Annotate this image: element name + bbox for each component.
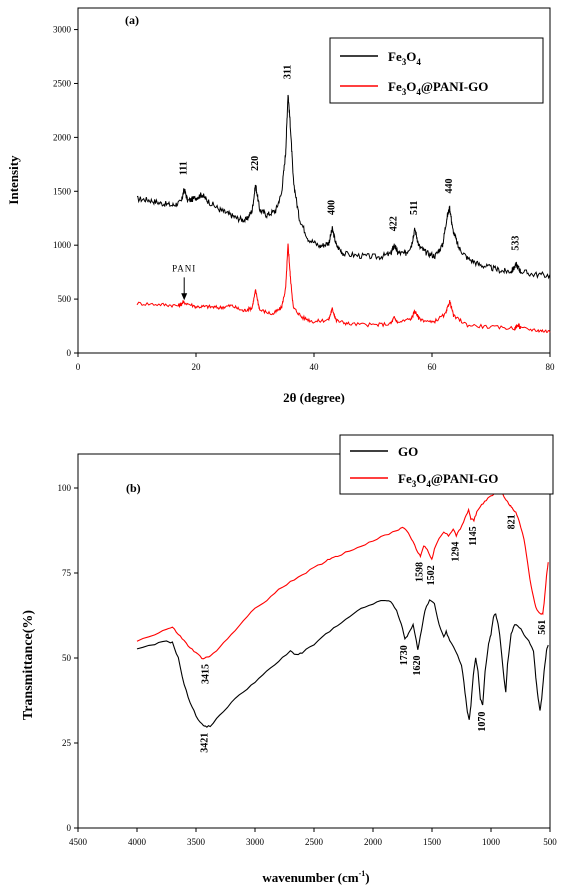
xrd-chart-panel: 0 500 1000 1500 2000 2500 3000 0 20 40 60 80 111 22…	[6, 7, 555, 405]
ftir-series-line	[136, 489, 549, 660]
ftir-y-tick-label: 75	[62, 568, 72, 578]
xrd-y-tick-label: 0	[67, 348, 72, 358]
xrd-x-tick-label: 80	[546, 362, 556, 372]
ftir-plot-frame	[77, 453, 551, 829]
xrd-x-tick-label: 20	[192, 362, 202, 372]
xrd-peak-label: 220	[250, 156, 261, 171]
ftir-panel-label: (b)	[126, 481, 141, 495]
xrd-y-tick-label: 1000	[53, 240, 72, 250]
ftir-legend-item-label: GO	[398, 444, 418, 459]
ftir-x-title-main: wavenumber (cm	[262, 870, 358, 885]
ftir-x-tick-label: 1000	[482, 837, 501, 847]
xrd-series-lines	[136, 94, 551, 333]
ftir-y-tick-label: 50	[62, 653, 72, 663]
ftir-x-tick-label: 500	[543, 837, 557, 847]
ftir-legend-item-label: Fe3O4@PANI-GO	[398, 471, 498, 489]
xrd-legend-item-label: Fe3O4	[388, 49, 421, 67]
xrd-peak-label: 400	[327, 200, 338, 215]
xrd-arrow-head	[181, 293, 188, 301]
ftir-series-lines	[136, 489, 549, 728]
xrd-panel-label: (a)	[125, 13, 139, 27]
xrd-legend-item-label: Fe3O4@PANI-GO	[388, 79, 488, 97]
xrd-x-tick-label: 40	[310, 362, 320, 372]
xrd-peak-label: 440	[444, 178, 455, 193]
xrd-y-tick-label: 3000	[53, 25, 72, 35]
xrd-y-tick-label: 1500	[53, 186, 72, 196]
ftir-peak-label: 821	[506, 514, 517, 529]
ftir-peak-label: 1502	[426, 565, 437, 585]
ftir-x-tick-label: 2000	[364, 837, 383, 847]
ftir-y-tick-label: 0	[67, 823, 72, 833]
xrd-peak-label: 111	[178, 161, 189, 175]
ftir-peak-label: 1294	[451, 542, 462, 562]
ftir-chart-panel: 0 25 50 75 100 4500 4000 3500 3000 2500 2000 1500 1…	[21, 434, 557, 885]
xrd-pani-arrow: PANI	[172, 263, 196, 301]
xrd-x-axis-ticks: 0 20 40 60 80	[76, 353, 555, 372]
ftir-legend-box	[339, 434, 554, 495]
ftir-peak-label: 1620	[412, 656, 423, 676]
ftir-y-axis-title: Transmittance(%)	[21, 610, 36, 720]
xrd-series-line	[136, 243, 551, 333]
ftir-peak-label: 3421	[200, 733, 211, 753]
ftir-peak-label: 1070	[477, 712, 488, 732]
ftir-x-tick-label: 3000	[246, 837, 265, 847]
xrd-peak-label: 533	[511, 236, 522, 251]
xrd-y-tick-label: 2000	[53, 132, 72, 142]
ftir-x-tick-label: 2500	[305, 837, 324, 847]
ftir-series-line	[136, 599, 549, 728]
xrd-y-tick-label: 2500	[53, 78, 72, 88]
xrd-arrow-label: PANI	[172, 263, 196, 273]
ftir-peak-label: 3415	[200, 664, 211, 684]
xrd-x-axis-title: 2θ (degree)	[283, 390, 345, 405]
ftir-peak-label: 1145	[468, 526, 479, 545]
xrd-y-axis-title: Intensity	[6, 155, 21, 205]
ftir-x-tick-label: 1500	[423, 837, 442, 847]
ftir-x-title-sup: -1	[359, 869, 366, 878]
ftir-peak-label: 1730	[399, 645, 410, 665]
xrd-legend-box	[329, 37, 544, 104]
ftir-x-title-close: )	[365, 870, 369, 885]
ftir-y-tick-label: 100	[58, 483, 72, 493]
ftir-x-tick-label: 4000	[128, 837, 147, 847]
ftir-x-tick-label: 3500	[187, 837, 206, 847]
xrd-legend: Fe3O4 Fe3O4@PANI-GO	[329, 37, 544, 104]
xrd-peak-label: 311	[282, 65, 293, 79]
ftir-x-axis-title: wavenumber (cm-1)	[262, 869, 369, 885]
xrd-peak-label: 422	[389, 216, 400, 231]
xrd-x-tick-label: 0	[76, 362, 81, 372]
xrd-x-tick-label: 60	[428, 362, 438, 372]
xrd-y-axis-ticks: 0 500 1000 1500 2000 2500 3000	[53, 25, 78, 358]
ftir-x-tick-label: 4500	[69, 837, 88, 847]
xrd-y-tick-label: 500	[58, 294, 72, 304]
xrd-peak-labels: 111 220 311 400 422 511 440 533	[178, 65, 521, 251]
xrd-series-line	[136, 94, 551, 280]
ftir-x-axis-ticks: 4500 4000 3500 3000 2500 2000 1500 1000 500	[69, 828, 557, 847]
ftir-y-tick-label: 25	[62, 738, 72, 748]
ftir-peak-label: 1598	[415, 562, 426, 582]
ftir-legend: GO Fe3O4@PANI-GO	[339, 434, 554, 495]
ftir-peak-label: 561	[537, 620, 548, 635]
ftir-y-axis-ticks: 0 25 50 75 100	[58, 483, 78, 833]
xrd-peak-label: 511	[409, 201, 420, 215]
